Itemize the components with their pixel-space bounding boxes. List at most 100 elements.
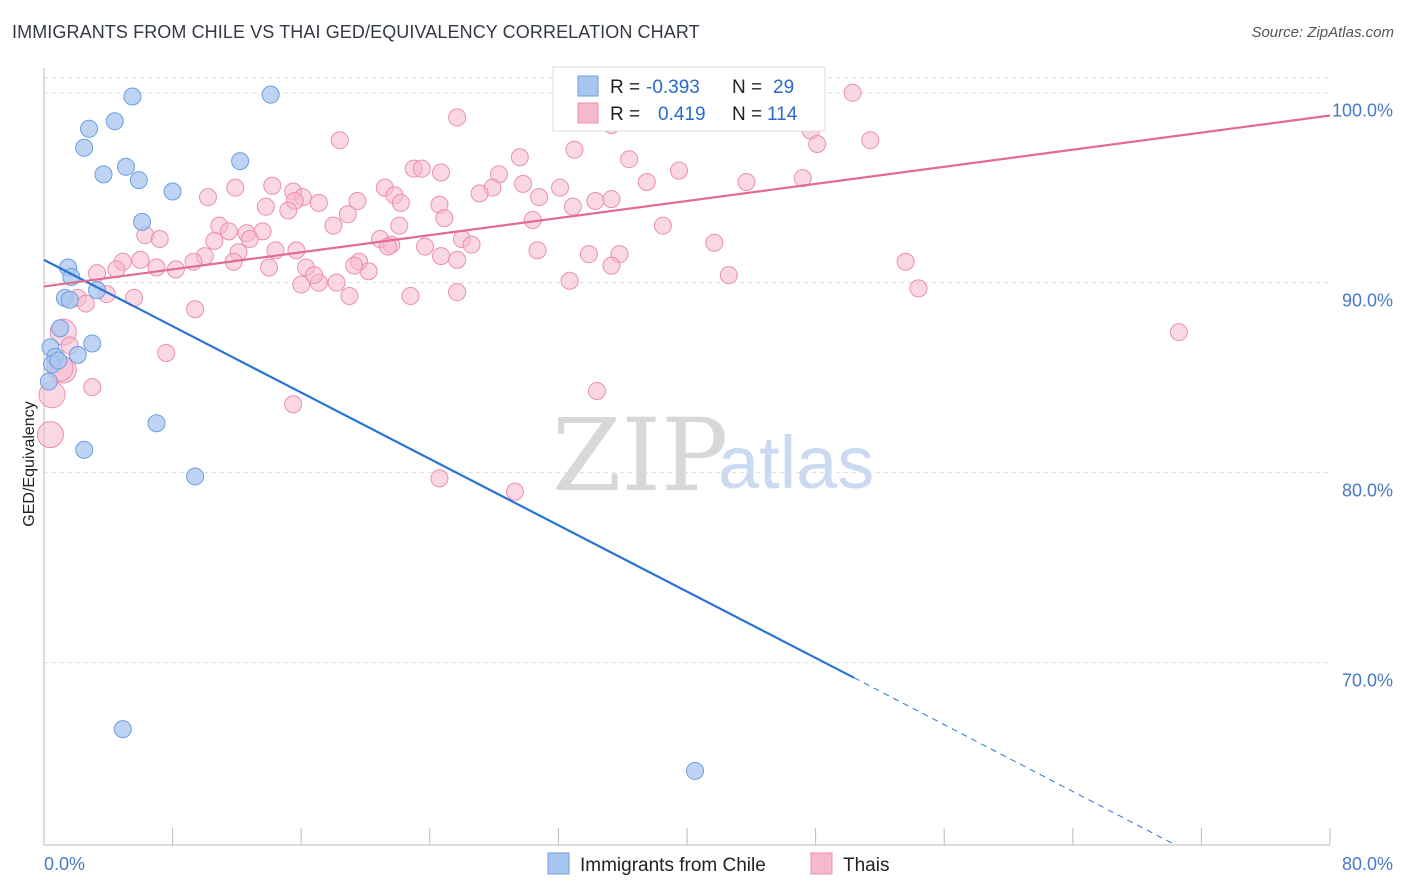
x-tick-label: 80.0%: [1342, 854, 1393, 874]
data-point-thais: [263, 176, 282, 195]
bottom-legend-swatch-thais: [810, 852, 833, 875]
data-point-chile: [231, 152, 250, 171]
data-point-thais: [896, 252, 915, 271]
data-point-thais: [83, 378, 102, 397]
data-point-thais: [560, 271, 579, 290]
data-point-thais: [205, 231, 224, 250]
data-point-thais: [131, 250, 150, 269]
trend-line-thais: [43, 114, 1331, 288]
chart-title: IMMIGRANTS FROM CHILE VS THAI GED/EQUIVA…: [12, 22, 700, 42]
data-point-chile: [116, 157, 135, 176]
data-point-chile: [60, 290, 79, 309]
data-point-thais: [432, 247, 451, 266]
data-point-chile: [686, 761, 705, 780]
data-point-thais: [338, 205, 357, 224]
data-point-thais: [150, 229, 169, 248]
data-point-thais: [514, 174, 533, 193]
legend-n-label-thais: N =: [732, 104, 762, 125]
legend-n-label-chile: N =: [732, 77, 762, 98]
y-axis-title: GED/Equivalency: [21, 401, 38, 526]
data-point-thais: [565, 140, 584, 159]
chart-source: Source: ZipAtlas.com: [1251, 24, 1394, 41]
data-point-thais: [637, 172, 656, 191]
axes: [43, 68, 1331, 846]
data-point-chile: [83, 334, 102, 353]
data-point-chile: [75, 138, 94, 157]
legend-r-value-thais: 0.419: [658, 104, 706, 125]
data-point-thais: [198, 188, 217, 207]
data-point-thais: [530, 188, 549, 207]
data-point-chile: [113, 720, 132, 739]
data-point-thais: [412, 159, 431, 178]
data-point-thais: [448, 108, 467, 127]
x-tick-label: 0.0%: [44, 854, 85, 874]
data-point-thais: [737, 172, 756, 191]
trend-line-chile: [43, 258, 855, 679]
data-point-thais: [435, 209, 454, 228]
trend-line-chile-extrapolated: [853, 677, 1176, 846]
watermark-zip: ZIP: [552, 397, 728, 514]
y-tick-labels: 70.0% 80.0% 90.0% 100.0%: [1332, 101, 1393, 691]
data-point-thais: [430, 469, 449, 488]
data-point-chile: [51, 319, 70, 338]
data-point-thais: [186, 300, 205, 319]
data-point-thais: [76, 294, 95, 313]
trend-lines: [43, 114, 1331, 846]
legend-r-label-thais: R =: [610, 104, 640, 125]
data-point-thais: [510, 148, 529, 167]
data-point-chile: [105, 112, 124, 131]
watermark-atlas: atlas: [718, 421, 874, 504]
data-point-thais: [147, 258, 166, 277]
data-point-thais: [292, 275, 311, 294]
data-point-thais: [256, 197, 275, 216]
stats-legend: R = -0.393 N = 29 R = 0.419 N = 114: [552, 66, 826, 132]
data-point-thais: [279, 201, 298, 220]
data-point-thais: [719, 266, 738, 285]
data-point-thais: [602, 190, 621, 209]
data-point-thais: [861, 131, 880, 150]
data-point-thais: [305, 266, 324, 285]
data-point-thais: [330, 131, 349, 150]
data-point-chile: [129, 171, 148, 190]
data-point-thais: [36, 421, 64, 449]
data-point-thais: [324, 216, 343, 235]
data-point-thais: [808, 134, 827, 153]
data-point-thais: [602, 256, 621, 275]
data-point-thais: [401, 286, 420, 305]
data-point-thais: [415, 237, 434, 256]
data-point-thais: [448, 283, 467, 302]
data-point-thais: [843, 83, 862, 102]
bottom-legend-swatch-chile: [547, 852, 570, 875]
data-point-thais: [551, 178, 570, 197]
legend-n-value-thais: 114: [767, 104, 798, 125]
data-point-chile: [186, 467, 205, 486]
data-point-thais: [462, 235, 481, 254]
data-point-thais: [287, 241, 306, 260]
data-point-thais: [505, 482, 524, 501]
data-point-chile: [261, 85, 280, 104]
data-point-thais: [309, 193, 328, 212]
data-point-thais: [348, 191, 367, 210]
legend-swatch-chile: [577, 75, 599, 97]
y-tick-label: 90.0%: [1342, 291, 1393, 311]
data-point-thais: [448, 250, 467, 269]
data-point-chile: [75, 440, 94, 459]
data-point-thais: [653, 216, 672, 235]
data-point-thais: [391, 193, 410, 212]
legend-r-label-chile: R =: [610, 77, 640, 98]
data-point-thais: [470, 184, 489, 203]
bottom-legend-label-thais: Thais: [843, 855, 889, 876]
data-point-thais: [327, 273, 346, 292]
data-point-thais: [219, 222, 238, 241]
legend-n-value-chile: 29: [773, 77, 794, 98]
x-tick-labels: 0.0% 80.0%: [44, 854, 1393, 874]
data-point-chile: [123, 87, 142, 106]
data-point-thais: [620, 150, 639, 169]
data-point-chile: [133, 212, 152, 231]
data-point-thais: [345, 256, 364, 275]
data-point-thais: [669, 161, 688, 180]
data-point-chile: [94, 165, 113, 184]
data-point-thais: [1169, 323, 1188, 342]
y-tick-label: 70.0%: [1342, 671, 1393, 691]
